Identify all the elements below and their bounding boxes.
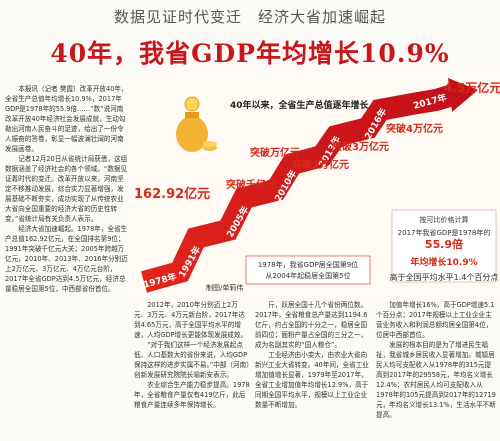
milestone-label: 突破3万亿元 [332,140,389,153]
infographic: 40年以来，全省生产总值逐年增长 按可比价格计算 2017年我省GDP是1978年… [130,76,500,298]
paragraph: 农业综合生产能力稳步提高。1978年，全省粮食产量仅有419亿斤，此后粮食产量连… [134,381,250,409]
paragraph: 加值年增长16%，高于GDP增速5.1个百分点；2017年规模以上工业企业主营业… [376,301,495,339]
paragraph: 记者12月20日从省统计局获悉，这组数据涵盖了经济社会的各个领域。“数据见证着时… [5,155,128,223]
growth-arrow [141,83,460,293]
graphic-heading: 40年以来，全省生产总值逐年增长 [230,99,370,111]
money-bag-icon [176,96,217,152]
headline: 40年，我省GDP年均增长10.9% [50,39,450,68]
rank-note: 1978年，我省GDP居全国第9位 [258,260,358,269]
milestone-label: 4.5万亿元 [444,80,500,95]
paragraph: 斤，跃居全国十几个省份两位数。2017年，全省粮食总产量达到1194.6亿斤，约… [255,301,368,349]
paragraph: 经济大省加速崛起。1978年，全省生产总值162.92亿元，在全国排名第9位；1… [5,225,128,293]
rank-box [245,255,371,285]
milestone-label: 162.92亿元 [134,186,210,202]
kicker: 数据见证时代变迁 经济大省加速崛起 [113,8,386,26]
milestone-label: 突破千亿元 [226,178,276,191]
paragraph: 工业经济由小变大，由农业大省向新兴工业大省转变。40年间，全省工业增加值增长显著… [255,351,369,409]
column: 加值年增长16%，高于GDP增速5.1个百分点；2017年规模以上工业企业主营业… [376,300,496,440]
note-line: 55.9倍 [425,237,463,251]
column: 斤，跃居全国十几个省份两位数。2017年，全省粮食总产量达到1194.6亿斤，约… [255,300,371,440]
paragraph: 本报讯（记者 樊霞）改革开放40年，全省生产总值年均增长10.9%，2017年G… [5,85,128,153]
paragraph: “对于我们这样一个经济发展起点低、人口基数大的省份来说，人均GDP保持这样的进步… [134,341,250,379]
milestone-label: 突破4万亿元 [386,122,443,135]
credit: 制图/单莉伟 [206,283,243,292]
note-line: 2017年我省GDP是1978年的 [398,228,491,237]
milestone-label: 突破2万亿元 [292,158,349,171]
column: 2012年，2010年分别迈上2万元、3万元、4万元新台阶，2017年达到4.6… [134,300,250,440]
paragraph: 发展的根本目的是为了增进民生福祉，我省城乡居民收入显著增加。城镇居民人均可支配收… [376,341,496,419]
milestone-label: 突破万亿元 [250,146,300,159]
rank-note: 从2004年起稳居全国第5位 [265,271,350,280]
note-line: 年均增长10.9% [410,256,477,268]
arrow-head [448,78,478,112]
column: 本报讯（记者 樊霞）改革开放40年，全省生产总值年均增长10.9%，2017年G… [5,84,129,439]
note-line: 按可比价格计算 [420,215,469,224]
note-line: 高于全国平均水平1.4个百分点 [390,272,499,282]
paragraph: 2012年，2010年分别迈上2万元、3万元、4万元新台阶，2017年达到4.6… [134,301,248,339]
